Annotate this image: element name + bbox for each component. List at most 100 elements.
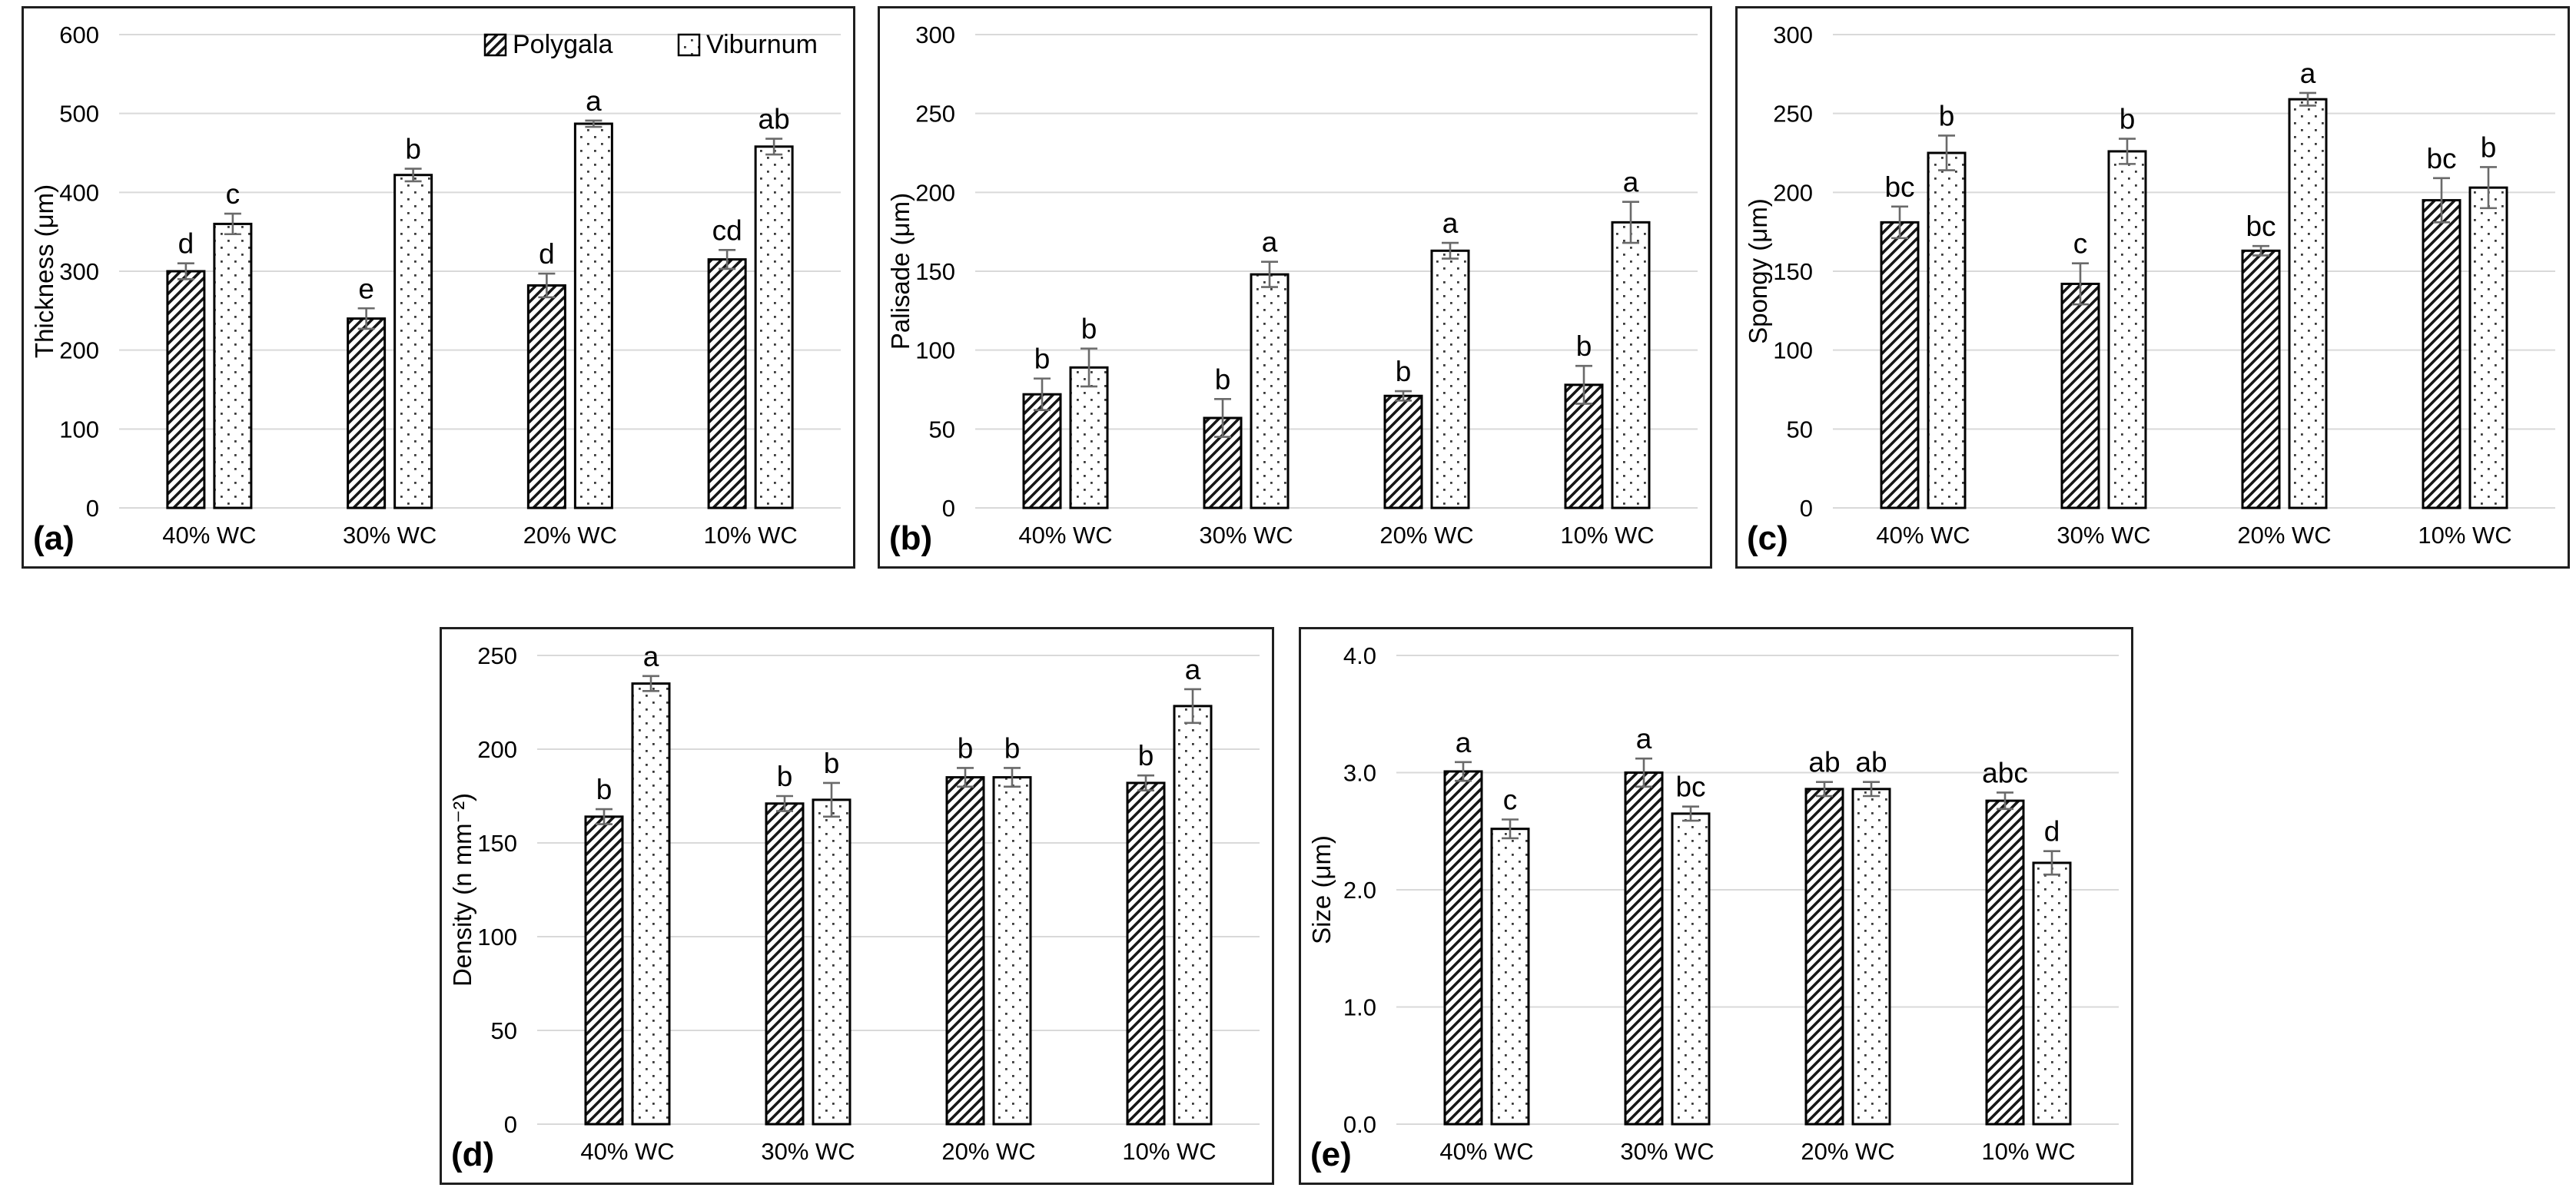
x-category-label: 20% WC [1801,1138,1894,1165]
y-tick-label: 100 [59,416,99,443]
panel-density-chart: 0 50 100 150 200 250 Density (n mm⁻²) b a b b b b b a 4… [440,627,1274,1185]
y-axis-tick-labels: 0 50 100 150 200 250 300 [915,22,955,522]
y-tick-label: 100 [1773,337,1813,364]
y-tick-label: 600 [59,22,99,48]
sig-letter: bc [2246,211,2276,242]
sig-letter: b [2481,131,2497,163]
bar [1671,812,1711,1126]
x-category-label: 40% WC [1018,522,1112,549]
x-axis-category-labels: 40% WC 30% WC 20% WC 10% WC [1876,522,2511,549]
y-tick-label: 300 [59,258,99,285]
panel-label: (d) [451,1136,494,1173]
y-tick-label: 50 [491,1017,517,1044]
y-axis-title: Density (n mm⁻²) [448,793,476,987]
y-tick-label: 4.0 [1343,642,1376,669]
x-category-label: 40% WC [1439,1138,1533,1165]
bar [754,145,794,509]
bar [393,174,433,509]
panel-label: (b) [889,519,932,557]
sig-letter: bc [2426,143,2456,174]
y-axis-title: Thickness (μm) [30,184,58,358]
sig-letter: a [1636,723,1652,755]
sig-letter: d [178,228,194,260]
x-axis-category-labels: 40% WC 30% WC 20% WC 10% WC [162,522,798,549]
sig-letter: d [2044,816,2060,848]
bar [1927,151,1967,509]
y-tick-label: 200 [59,337,99,364]
sig-letter: b [1138,740,1154,771]
panel-label: (e) [1310,1136,1352,1173]
y-tick-label: 0 [942,495,955,522]
sig-letter: b [1004,732,1021,764]
legend-swatch-viburnum [677,33,701,57]
sig-letter: c [226,178,241,210]
bar [2422,199,2461,509]
sig-letter: cd [712,214,742,246]
x-category-label: 20% WC [1379,522,1473,549]
x-category-label: 30% WC [1620,1138,1714,1165]
y-tick-label: 500 [59,101,99,128]
bar [1624,771,1664,1126]
bar [526,284,566,509]
legend-label: Polygala [513,30,613,59]
y-tick-label: 0.0 [1343,1111,1376,1138]
sig-letter: c [2073,228,2088,260]
sig-letter: b [1396,356,1412,387]
y-axis-tick-labels: 0 100 200 300 400 500 600 [59,22,99,522]
sig-letter: b [2120,104,2136,135]
y-tick-label: 50 [929,416,955,443]
bar [1851,788,1891,1126]
x-category-label: 10% WC [1981,1138,2075,1165]
x-category-label: 10% WC [2418,522,2511,549]
bar [1490,828,1530,1126]
y-tick-label: 200 [477,736,517,763]
sig-letter: ab [1855,747,1887,778]
bar [1069,366,1109,509]
error-bars [596,675,1201,825]
sig-letter: b [1939,100,1955,131]
bar [584,815,624,1126]
x-axis-category-labels: 40% WC 30% WC 20% WC 10% WC [1439,1138,2075,1165]
bar [2288,98,2328,509]
bar [2241,249,2281,509]
y-axis-title: Spongy (μm) [1744,198,1772,344]
panel-label: (a) [33,519,75,557]
sig-letter: c [1503,785,1518,816]
y-axis-tick-labels: 0 50 100 150 200 250 300 [1773,22,1813,522]
bar [707,258,747,509]
y-tick-label: 250 [477,642,517,669]
y-tick-label: 250 [915,101,955,128]
sig-letter: a [1456,727,1472,758]
bar [1880,221,1920,509]
y-axis-title: Size (μm) [1307,835,1336,944]
bar [1383,394,1423,509]
panel-size-chart: 0.0 1.0 2.0 3.0 4.0 Size (μm) a c a bc ab ab abc d 40%… [1299,627,2133,1185]
x-category-label: 20% WC [2237,522,2331,549]
y-tick-label: 100 [915,337,955,364]
x-axis-category-labels: 40% WC 30% WC 20% WC 10% WC [580,1138,1216,1165]
bar [1173,705,1213,1126]
y-tick-label: 50 [1787,416,1813,443]
y-axis-tick-labels: 0.0 1.0 2.0 3.0 4.0 [1343,642,1376,1138]
x-category-label: 30% WC [761,1138,855,1165]
bar [1804,788,1844,1126]
legend-swatch-polygala [483,33,507,57]
x-category-label: 30% WC [343,522,437,549]
x-category-label: 20% WC [941,1138,1035,1165]
y-tick-label: 150 [1773,258,1813,285]
panel-spongy-chart: 0 50 100 150 200 250 300 Spongy (μm) bc b c b bc a bc b… [1735,6,2570,569]
bar [1611,221,1651,509]
sig-letter: bc [1675,771,1705,803]
sig-letter: b [596,774,612,805]
y-tick-label: 0 [504,1111,517,1138]
bar [2060,282,2100,509]
y-tick-label: 0 [1800,495,1813,522]
x-category-label: 30% WC [2056,522,2150,549]
